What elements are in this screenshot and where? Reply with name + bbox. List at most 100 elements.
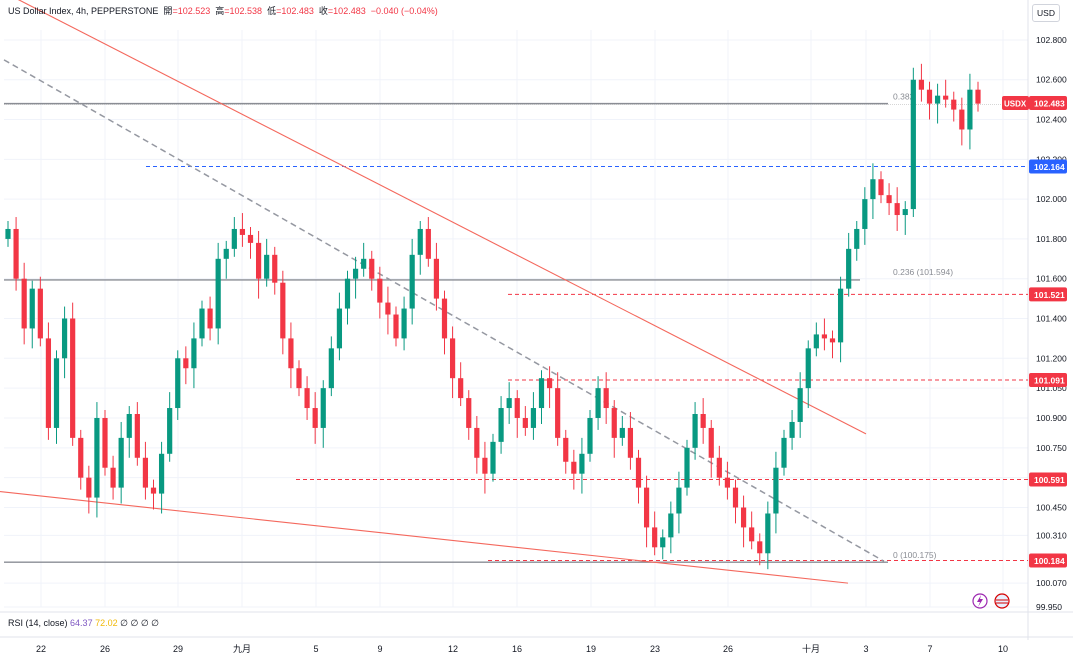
x-tick-label: 12 (448, 644, 458, 654)
candle-body (943, 95, 949, 100)
x-tick-label: 26 (723, 644, 733, 654)
candle-body (482, 457, 488, 474)
y-tick-label: 100.450 (1036, 503, 1067, 513)
high-value: =102.538 (224, 6, 263, 16)
y-tick-label: 101.800 (1036, 234, 1067, 244)
candle-body (708, 427, 714, 458)
last-price-badge (1029, 96, 1067, 111)
candle-body (563, 437, 569, 462)
candle-body (878, 179, 884, 196)
level-badge (1029, 159, 1067, 174)
candle-body (336, 308, 343, 349)
candle-body (781, 437, 787, 468)
candle-body (223, 248, 229, 259)
candle-body (417, 228, 423, 255)
candle-body (102, 417, 108, 468)
candle-body (724, 477, 731, 488)
candle-body (118, 437, 124, 488)
candle-body (247, 234, 254, 243)
candle-body (522, 417, 528, 428)
candle-body (498, 408, 504, 442)
candle-body (53, 358, 60, 428)
close-label: 收 (318, 6, 328, 16)
candle-body (910, 79, 916, 210)
candle-body (902, 209, 908, 216)
candle-body (441, 298, 448, 339)
candle-body (239, 228, 246, 235)
candle-body (797, 388, 803, 422)
candle-body (789, 421, 795, 438)
us-flag-icon (994, 593, 1010, 609)
y-tick-label: 101.200 (1036, 353, 1067, 363)
y-tick-label: 100.070 (1036, 578, 1067, 588)
candle-body (126, 414, 132, 438)
candle-body (361, 258, 367, 269)
candle-body (167, 408, 173, 454)
x-tick-label: 7 (927, 644, 932, 654)
candle-body (409, 254, 415, 309)
candle-body (344, 278, 351, 309)
candle-body (749, 527, 755, 542)
candle-body (288, 338, 294, 369)
low-value: =102.483 (276, 6, 314, 16)
candle-body (813, 334, 819, 349)
candle-body (692, 414, 698, 448)
candle-body (805, 348, 811, 389)
x-tick-label: 5 (313, 644, 318, 654)
level-badge-text: 100.591 (1034, 475, 1065, 485)
candle-body (530, 408, 537, 428)
trendline-upper (17, 0, 867, 435)
level-badge (1029, 553, 1067, 568)
candle-body (967, 89, 973, 130)
level-badge-text: 101.521 (1034, 290, 1065, 300)
rsi-legend: RSI (14, close) 64.37 72.02 ∅ ∅ ∅ ∅ (8, 618, 159, 629)
candle-body (110, 467, 116, 488)
candle-body (61, 318, 68, 359)
candle-body (886, 195, 892, 204)
candle-body (158, 453, 165, 494)
candle-body (975, 89, 981, 104)
x-tick-label: 3 (863, 644, 868, 654)
candle-body (215, 258, 221, 329)
candle-body (757, 541, 763, 554)
candle-body (652, 527, 658, 548)
candle-body (78, 437, 84, 478)
candle-body (21, 278, 27, 329)
candle-body (603, 388, 609, 409)
candle-body (846, 248, 852, 289)
candle-body (684, 447, 690, 488)
candle-body (870, 179, 876, 200)
open-value: =102.523 (172, 6, 211, 16)
x-tick-label: 16 (512, 644, 522, 654)
candle-body (894, 203, 900, 216)
level-badge (1029, 287, 1067, 302)
last-price-text: 102.483 (1034, 99, 1065, 109)
candle-body (700, 414, 706, 428)
candle-body (676, 487, 682, 514)
rsi-label: RSI (14, close) (8, 618, 68, 628)
candle-body (571, 461, 577, 474)
symbol-header: US Dollar Index, 4h, PEPPERSTONE 開=102.5… (8, 4, 438, 17)
y-tick-label: 102.800 (1036, 35, 1067, 45)
candle-body (393, 314, 399, 339)
level-badge-text: 101.091 (1034, 375, 1065, 385)
x-tick-label: 九月 (233, 644, 251, 654)
candle-body (926, 89, 933, 104)
candle-body (255, 242, 262, 279)
candle-body (829, 338, 836, 343)
candle-body (959, 109, 965, 130)
symbol-title: US Dollar Index, 4h, PEPPERSTONE (8, 6, 159, 16)
candle-body (458, 378, 464, 399)
candle-body (660, 537, 666, 548)
fib-label-0: 0 (100.175) (893, 550, 937, 560)
y-tick-label: 101.050 (1036, 383, 1067, 393)
level-badge (1029, 372, 1067, 387)
candle-body (175, 358, 181, 409)
candle-body (37, 288, 43, 339)
candle-body (587, 417, 593, 454)
candle-body (320, 388, 326, 428)
currency-button[interactable]: USD (1032, 4, 1060, 22)
candle-body (70, 318, 76, 438)
